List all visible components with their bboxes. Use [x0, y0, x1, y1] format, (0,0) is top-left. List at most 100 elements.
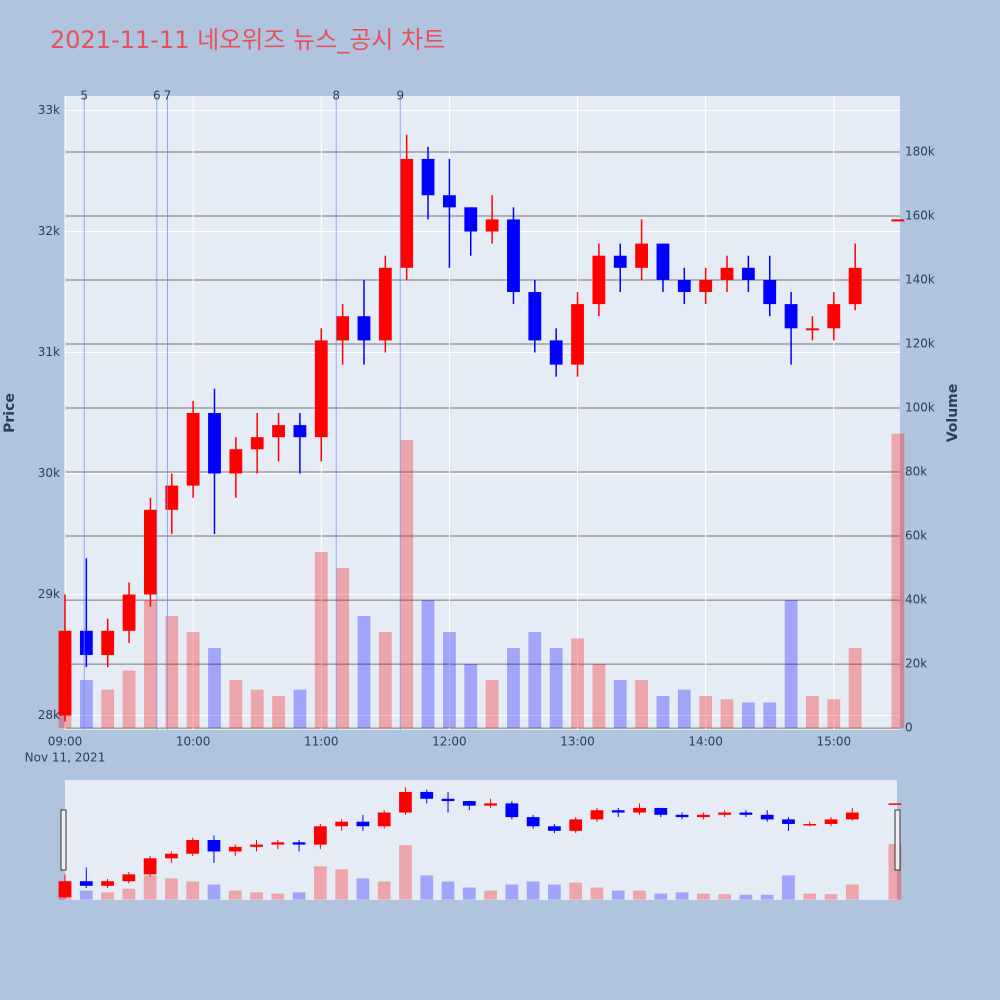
volume-bar	[464, 664, 478, 729]
slider-candle-body	[782, 819, 795, 824]
slider-candle-body	[122, 874, 136, 882]
slider-volume-bar	[292, 892, 306, 900]
candle-body	[763, 279, 777, 305]
slider-volume-bar	[462, 887, 476, 900]
y-tick-label: 32k	[38, 224, 60, 238]
slider-volume-bar	[420, 875, 434, 900]
slider-volume-bar	[718, 894, 732, 900]
slider-candle-body	[101, 881, 114, 886]
slider-candle-body	[58, 881, 72, 898]
slider-handle-left[interactable]	[60, 809, 67, 871]
volume-bar	[656, 696, 670, 729]
volume-bar	[400, 440, 414, 729]
slider-volume-bar	[143, 875, 157, 900]
volume-bar	[613, 680, 627, 729]
slider-candle-body	[441, 798, 455, 802]
candle-body	[784, 304, 798, 329]
slider-handle-right[interactable]	[894, 809, 901, 871]
candle-body	[549, 340, 563, 365]
volume-bar	[485, 680, 499, 729]
chart-title: 2021-11-11 네오위즈 뉴스_공시 차트	[50, 26, 445, 54]
volume-bar	[79, 680, 93, 729]
slider-candle-body	[803, 823, 817, 826]
candle-body	[613, 255, 627, 268]
x-tick-label: 09:00	[48, 735, 83, 749]
candle-body	[699, 279, 713, 293]
slider-candle-body	[696, 814, 710, 818]
slider-candle-body	[207, 840, 221, 852]
slider-volume-bar	[654, 893, 668, 900]
volume-bar	[165, 616, 179, 729]
slider-volume-bar	[228, 890, 242, 900]
slider-volume-bar	[271, 893, 285, 900]
candle-body	[314, 340, 328, 438]
candle-body	[229, 449, 243, 474]
slider-candle-body	[420, 791, 434, 799]
candle-body	[208, 413, 221, 474]
volume-bar	[101, 689, 115, 729]
candle-body	[827, 304, 841, 329]
candle-body	[507, 219, 520, 293]
volume-bar	[699, 696, 713, 729]
slider-volume-bar	[79, 890, 93, 900]
slider-volume-bar	[313, 866, 327, 900]
candle-body	[250, 437, 264, 450]
slider-candle-body	[250, 844, 263, 847]
slider-volume-bar	[633, 890, 646, 900]
slider-volume-bar	[101, 892, 114, 900]
y-tick-label: 28k	[38, 708, 60, 722]
slider-volume-bar	[548, 884, 561, 900]
volume-bar	[122, 670, 136, 729]
volume-bar	[250, 689, 264, 729]
slider-candle-body	[845, 812, 859, 820]
candle-body	[571, 304, 584, 365]
slider-volume-bar	[696, 893, 710, 900]
event-label: 9	[396, 89, 404, 103]
x-date-label: Nov 11, 2021	[25, 751, 106, 765]
slider-volume-bar	[845, 884, 859, 900]
volume-bar	[806, 696, 819, 729]
volume-bar	[635, 680, 649, 729]
x-tick-label: 10:00	[176, 735, 211, 749]
slider-candle-body	[888, 803, 902, 805]
range-slider[interactable]	[65, 780, 897, 900]
slider-volume-bar	[122, 888, 136, 900]
slider-volume-bar	[441, 881, 455, 900]
y-axis-title: Price	[2, 393, 18, 433]
slider-volume-bar	[250, 892, 263, 900]
slider-candle-body	[505, 803, 519, 818]
slider-volume-bar	[739, 894, 753, 900]
slider-candle-body	[739, 812, 753, 815]
volume-bar	[741, 702, 755, 729]
candle-body	[293, 425, 307, 438]
x-tick-label: 15:00	[817, 735, 852, 749]
slider-volume-bar	[675, 892, 689, 900]
slider-volume-bar	[824, 894, 838, 900]
slider-candle-body	[313, 826, 327, 845]
candle-body	[186, 413, 200, 486]
slider-volume-bar	[803, 893, 817, 900]
candle-body	[848, 267, 862, 305]
volume-bar	[677, 689, 691, 729]
y2-tick-label: 20k	[905, 657, 927, 671]
candle-body	[464, 207, 478, 232]
slider-candle-body	[824, 819, 838, 824]
candle-body	[144, 509, 157, 595]
slider-candle-body	[675, 814, 689, 818]
slider-volume-bar	[505, 884, 519, 900]
y-tick-label: 29k	[38, 587, 60, 601]
slider-volume-bar	[760, 894, 774, 900]
candle-body	[592, 255, 606, 305]
y-tick-label: 31k	[38, 345, 60, 359]
volume-bar	[336, 568, 350, 729]
y2-tick-label: 120k	[905, 337, 935, 351]
volume-bar	[763, 702, 777, 729]
candle-body	[656, 243, 670, 280]
slider-volume-bar	[526, 881, 540, 900]
candle-body	[272, 425, 285, 438]
candle-body	[635, 243, 649, 268]
volume-bar	[720, 699, 734, 729]
slider-volume-bar	[207, 884, 221, 900]
slider-volume-bar	[356, 878, 370, 900]
